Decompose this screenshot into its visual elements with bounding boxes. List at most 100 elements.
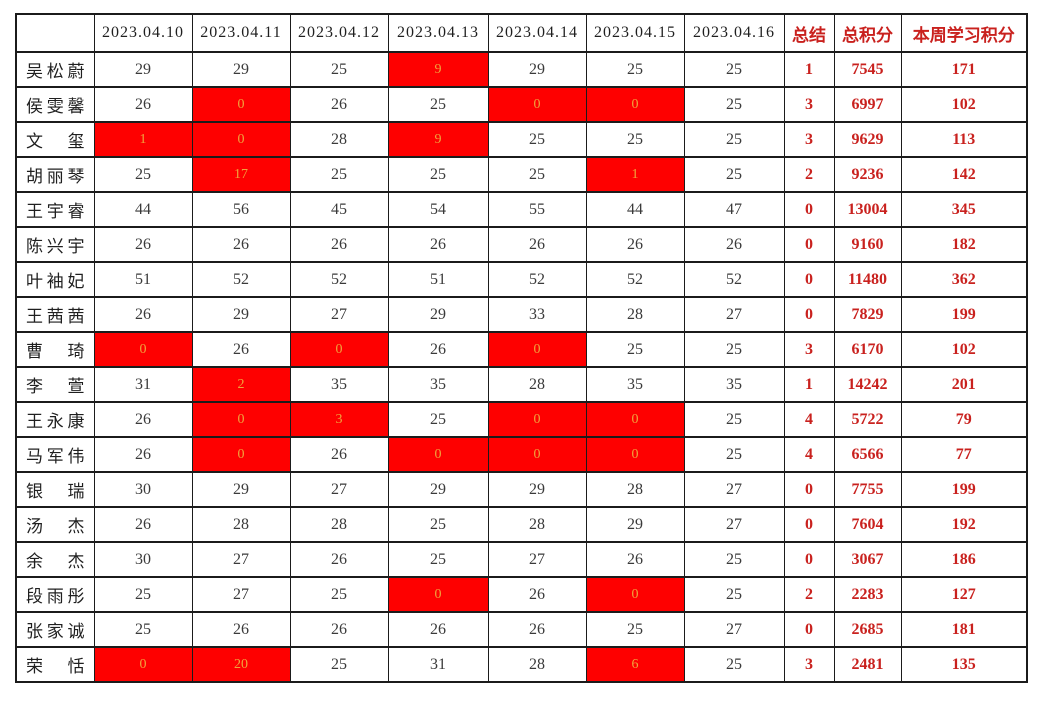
student-name: 吴松蔚: [15, 51, 95, 88]
score-cell: 27: [683, 296, 785, 333]
score-cell: 29: [387, 296, 489, 333]
student-name: 叶袖妃: [15, 261, 95, 298]
weekly-points-cell: 192: [900, 506, 1028, 543]
score-cell: 27: [191, 541, 291, 578]
corner-cell: [15, 13, 95, 53]
score-cell: 26: [387, 611, 489, 648]
student-name: 马军伟: [15, 436, 95, 473]
weekly-points-cell: 199: [900, 471, 1028, 508]
summary-column-header: 总结: [783, 13, 835, 53]
total-points-cell: 14242: [833, 366, 902, 403]
score-cell: 51: [387, 261, 489, 298]
weekly-points-cell: 135: [900, 646, 1028, 683]
score-cell-flagged: 0: [289, 331, 389, 368]
score-cell: 26: [289, 541, 389, 578]
score-cell: 25: [93, 611, 193, 648]
summary-cell: 0: [783, 506, 835, 543]
total-points-cell: 9160: [833, 226, 902, 263]
weekly-points-cell: 102: [900, 86, 1028, 123]
weekly-points-cell: 171: [900, 51, 1028, 88]
total-points-column-header: 总积分: [833, 13, 902, 53]
total-points-cell: 13004: [833, 191, 902, 228]
summary-cell: 4: [783, 401, 835, 438]
score-cell: 26: [289, 436, 389, 473]
weekly-points-column-header: 本周学习积分: [900, 13, 1028, 53]
total-points-cell: 9236: [833, 156, 902, 193]
weekly-points-cell: 345: [900, 191, 1028, 228]
student-name: 侯雯馨: [15, 86, 95, 123]
score-cell: 27: [289, 471, 389, 508]
score-cell: 26: [387, 226, 489, 263]
score-cell: 29: [191, 296, 291, 333]
student-name: 王永康: [15, 401, 95, 438]
score-cell: 26: [289, 226, 389, 263]
table-row: 曹琦 0 26 0 26 0 25 25 3 6170 102: [15, 331, 1028, 368]
score-cell: 25: [683, 121, 785, 158]
score-cell: 29: [487, 51, 587, 88]
weekly-points-cell: 199: [900, 296, 1028, 333]
score-cell: 25: [585, 331, 685, 368]
score-cell: 56: [191, 191, 291, 228]
total-points-cell: 2283: [833, 576, 902, 613]
total-points-cell: 2685: [833, 611, 902, 648]
score-cell-flagged: 0: [585, 576, 685, 613]
score-cell-flagged: 2: [191, 366, 291, 403]
student-name: 文玺: [15, 121, 95, 158]
score-cell: 52: [683, 261, 785, 298]
date-column-header: 2023.04.10: [93, 13, 193, 53]
score-cell: 25: [93, 576, 193, 613]
summary-cell: 4: [783, 436, 835, 473]
summary-cell: 3: [783, 646, 835, 683]
weekly-points-cell: 77: [900, 436, 1028, 473]
total-points-cell: 7755: [833, 471, 902, 508]
header-row: 2023.04.10 2023.04.11 2023.04.12 2023.04…: [15, 13, 1028, 53]
score-cell-flagged: 0: [487, 86, 587, 123]
score-cell: 26: [191, 226, 291, 263]
score-cell: 25: [487, 121, 587, 158]
student-name: 余杰: [15, 541, 95, 578]
table-row: 银瑞 30 29 27 29 29 28 27 0 7755 199: [15, 471, 1028, 508]
student-name: 王宇睿: [15, 191, 95, 228]
score-cell: 29: [93, 51, 193, 88]
score-cell: 27: [683, 506, 785, 543]
score-cell: 27: [487, 541, 587, 578]
score-cell: 26: [93, 401, 193, 438]
score-cell-flagged: 9: [387, 51, 489, 88]
weekly-points-cell: 186: [900, 541, 1028, 578]
score-cell: 25: [289, 156, 389, 193]
weekly-points-cell: 127: [900, 576, 1028, 613]
score-cell-flagged: 3: [289, 401, 389, 438]
score-cell-flagged: 0: [191, 401, 291, 438]
weekly-points-cell: 201: [900, 366, 1028, 403]
score-cell: 25: [387, 86, 489, 123]
score-cell: 25: [683, 401, 785, 438]
date-column-header: 2023.04.14: [487, 13, 587, 53]
summary-cell: 0: [783, 191, 835, 228]
score-cell: 26: [93, 86, 193, 123]
score-cell: 25: [289, 51, 389, 88]
total-points-cell: 6566: [833, 436, 902, 473]
summary-cell: 1: [783, 51, 835, 88]
summary-cell: 3: [783, 86, 835, 123]
score-cell: 26: [289, 611, 389, 648]
student-name: 李萱: [15, 366, 95, 403]
student-name: 汤杰: [15, 506, 95, 543]
score-cell: 52: [191, 261, 291, 298]
score-cell-flagged: 0: [191, 436, 291, 473]
score-cell: 26: [93, 436, 193, 473]
score-cell: 26: [191, 331, 291, 368]
score-cell-flagged: 0: [93, 331, 193, 368]
table-row: 余杰 30 27 26 25 27 26 25 0 3067 186: [15, 541, 1028, 578]
weekly-points-cell: 362: [900, 261, 1028, 298]
weekly-points-cell: 182: [900, 226, 1028, 263]
score-cell: 29: [387, 471, 489, 508]
score-cell: 25: [585, 121, 685, 158]
score-cell: 28: [487, 646, 587, 683]
summary-cell: 0: [783, 226, 835, 263]
score-cell: 31: [387, 646, 489, 683]
table-row: 王茜茜 26 29 27 29 33 28 27 0 7829 199: [15, 296, 1028, 333]
total-points-cell: 5722: [833, 401, 902, 438]
score-cell: 33: [487, 296, 587, 333]
total-points-cell: 9629: [833, 121, 902, 158]
